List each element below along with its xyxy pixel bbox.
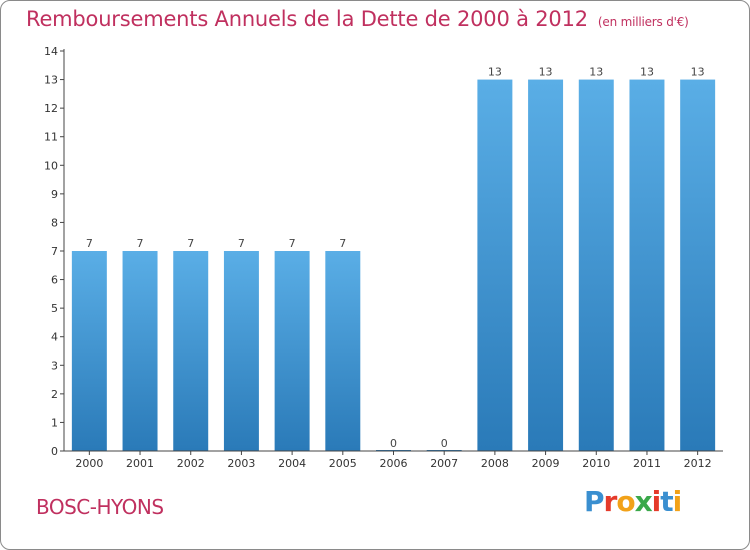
- data-label: 7: [86, 237, 93, 250]
- chart-title-text: Remboursements Annuels de la Dette de 20…: [26, 7, 588, 31]
- y-tick-label: 5: [51, 302, 58, 315]
- logo-letter: i: [651, 485, 662, 518]
- x-tick-label: 2004: [278, 457, 306, 470]
- logo-letter: o: [616, 485, 635, 518]
- proxiti-logo: Proxiti: [584, 485, 683, 518]
- bar: [223, 251, 259, 451]
- y-tick-label: 10: [44, 159, 58, 172]
- chart-title: Remboursements Annuels de la Dette de 20…: [26, 7, 689, 31]
- y-tick-label: 14: [44, 45, 58, 58]
- logo-letter: i: [672, 485, 683, 518]
- data-label: 13: [589, 66, 603, 79]
- bar: [528, 79, 564, 452]
- data-label: 13: [691, 66, 705, 79]
- x-tick-label: 2012: [684, 457, 712, 470]
- x-tick-label: 2007: [430, 457, 458, 470]
- x-tick-label: 2006: [380, 457, 408, 470]
- bar: [274, 251, 310, 451]
- y-tick-label: 1: [51, 416, 58, 429]
- bar: [629, 79, 665, 452]
- logo-letter: P: [584, 485, 605, 518]
- data-label: 13: [539, 66, 553, 79]
- x-tick-label: 2010: [582, 457, 610, 470]
- data-label: 7: [137, 237, 144, 250]
- y-tick-label: 11: [44, 131, 58, 144]
- x-tick-label: 2011: [633, 457, 661, 470]
- data-label: 7: [339, 237, 346, 250]
- y-tick-label: 6: [51, 274, 58, 287]
- bar: [173, 251, 209, 451]
- bar: [477, 79, 513, 452]
- x-tick-label: 2009: [532, 457, 560, 470]
- x-tick-label: 2003: [227, 457, 255, 470]
- y-tick-label: 0: [51, 445, 58, 458]
- y-tick-label: 7: [51, 245, 58, 258]
- y-tick-label: 12: [44, 102, 58, 115]
- data-label: 0: [390, 437, 397, 450]
- data-label: 7: [289, 237, 296, 250]
- bar: [71, 251, 107, 451]
- y-tick-label: 2: [51, 388, 58, 401]
- y-tick-label: 9: [51, 188, 58, 201]
- bar: [325, 251, 361, 451]
- y-tick-label: 4: [51, 331, 58, 344]
- x-tick-label: 2001: [126, 457, 154, 470]
- x-tick-label: 2000: [75, 457, 103, 470]
- logo-letter: r: [603, 485, 618, 518]
- y-tick-label: 13: [44, 74, 58, 87]
- data-label: 13: [640, 66, 654, 79]
- data-label: 7: [238, 237, 245, 250]
- bar-chart: 7 7 7 7 7 70 013 13 13 13 13 012345678910111213142…: [44, 45, 723, 470]
- data-label: 7: [187, 237, 194, 250]
- commune-name: BOSC-HYONS: [36, 495, 164, 519]
- bar: [122, 251, 158, 451]
- y-tick-label: 8: [51, 216, 58, 229]
- logo-letter: x: [634, 485, 653, 518]
- bar: [578, 79, 614, 452]
- data-label: 13: [488, 66, 502, 79]
- bar: [680, 79, 716, 452]
- x-tick-label: 2002: [177, 457, 205, 470]
- y-tick-label: 3: [51, 359, 58, 372]
- x-tick-label: 2008: [481, 457, 509, 470]
- x-tick-label: 2005: [329, 457, 357, 470]
- unit-label: (en milliers d'€): [597, 15, 689, 29]
- data-label: 0: [441, 437, 448, 450]
- logo-letter: t: [660, 485, 673, 518]
